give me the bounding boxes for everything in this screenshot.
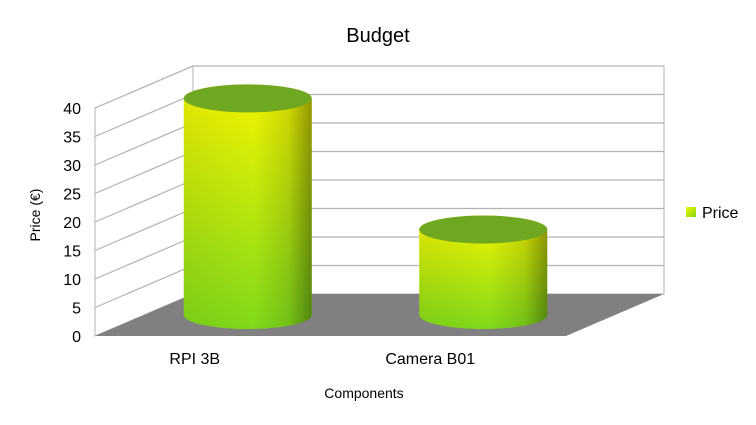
chart-floor: [95, 294, 664, 336]
y-axis-ticks: 0 5 10 15 20 25 30 35 40: [63, 101, 81, 346]
y-tick-label: 40: [63, 101, 81, 118]
legend-label: Price: [702, 205, 739, 222]
bar: [183, 84, 312, 330]
y-tick-label: 20: [63, 215, 81, 232]
y-axis-label: Price (€): [27, 189, 43, 242]
legend: Price: [686, 205, 739, 222]
bar-cap: [419, 215, 548, 244]
bar-shading: [183, 84, 312, 330]
y-tick-label: 10: [63, 272, 81, 289]
bar: [419, 215, 548, 330]
x-category-label: RPI 3B: [169, 351, 220, 368]
y-tick-label: 0: [72, 329, 81, 346]
bars: [183, 84, 548, 330]
bar-shading: [419, 215, 548, 330]
x-axis-categories: RPI 3B Camera B01: [169, 351, 475, 368]
legend-swatch: [686, 207, 696, 217]
x-category-label: Camera B01: [385, 351, 475, 368]
chart-title: Budget: [346, 25, 410, 47]
y-tick-label: 5: [72, 301, 81, 318]
y-tick-label: 25: [63, 187, 81, 204]
y-tick-label: 30: [63, 158, 81, 175]
floor-plane: [95, 294, 664, 336]
gridline: [94, 65, 664, 109]
bar-cap: [183, 84, 312, 113]
y-tick-label: 35: [63, 130, 81, 147]
y-tick-label: 15: [63, 244, 81, 261]
x-axis-label: Components: [324, 385, 403, 401]
